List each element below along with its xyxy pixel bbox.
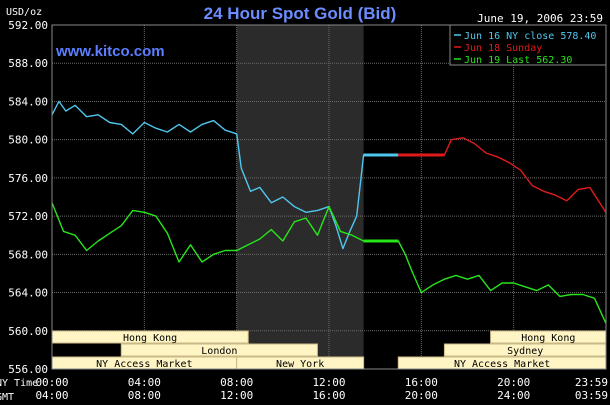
y-tick-label: 584.00 [8,95,48,108]
x-tick-label-ny: 16:00 [405,376,438,389]
session-bar: New York [236,356,365,370]
session-box [120,343,318,357]
y-tick-label: 580.00 [8,134,48,147]
y-tick-label: 576.00 [8,172,48,185]
legend-item: Jun 18 Sunday [454,43,542,54]
session-label: Hong Kong [521,333,575,344]
series-line-2 [398,137,607,213]
session-label: Hong Kong [123,333,177,344]
session-label: Sydney [507,346,543,357]
session-label: NY Access Market [96,359,192,370]
x-tick-label-gmt: 12:00 [220,389,253,402]
ny-time-label: NY Time [0,378,38,389]
session-label: London [201,346,237,357]
y-tick-label: 572.00 [8,210,48,223]
x-tick-label-ny: 20:00 [497,376,530,389]
kitco-brand: www.kitco.com [55,43,165,60]
session-bar: Hong Kong [51,330,249,344]
chart-title: 24 Hour Spot Gold (Bid) [204,4,397,23]
x-tick-label-gmt: 24:00 [497,389,530,402]
y-axis-unit-label: USD/oz [6,7,42,18]
session-bar: London [120,343,318,357]
legend-box [449,24,607,66]
session-bar: NY Access Market [397,356,607,370]
y-tick-label: 592.00 [8,19,48,32]
timestamp: June 19, 2006 23:59 [477,12,603,25]
x-tick-label-gmt: 04:00 [35,389,68,402]
x-tick-label-ny: 04:00 [128,376,161,389]
legend-label: Jun 18 Sunday [464,43,542,54]
x-tick-label-ny: 12:00 [312,376,345,389]
x-tick-label-ny: 23:59 [575,376,608,389]
plot-border [51,24,607,370]
session-label: NY Access Market [454,359,550,370]
x-tick-label-ny: 00:00 [35,376,68,389]
x-tick-label-gmt: 03:59 [575,389,608,402]
session-bar: NY Access Market [51,356,238,370]
y-tick-label: 588.00 [8,57,48,70]
y-tick-label: 556.00 [8,363,48,376]
x-tick-label-gmt: 08:00 [128,389,161,402]
y-tick-label: 560.00 [8,325,48,338]
session-bar: Sydney [443,343,607,357]
shaded-region [236,25,364,369]
x-axis-ticks: 00:0004:0004:0008:0008:0012:0012:0016:00… [35,376,608,402]
legend-label: Jun 19 Last 562.30 [464,55,572,66]
session-label: New York [276,359,324,370]
x-tick-label-gmt: 20:00 [405,389,438,402]
shaded-trading-region [236,25,364,369]
y-tick-label: 568.00 [8,248,48,261]
legend-item: Jun 19 Last 562.30 [454,55,572,66]
price-series [51,100,607,324]
y-axis-ticks: 592.00 588.00 584.00 580.00 576.00 572.00 568.… [8,19,48,376]
y-tick-label: 564.00 [8,287,48,300]
trading-sessions: Hong Kong Hong Kong London Sydney NY Access … [51,330,607,370]
x-tick-label-gmt: 16:00 [312,389,345,402]
series-line-1 [51,100,399,250]
legend-item: Jun 16 NY close 578.40 [454,31,596,42]
gmt-label: GMT [0,392,14,403]
legend-label: Jun 16 NY close 578.40 [464,31,596,42]
series-line-3 [51,202,607,324]
x-tick-label-ny: 08:00 [220,376,253,389]
session-bar: Hong Kong [490,330,607,344]
